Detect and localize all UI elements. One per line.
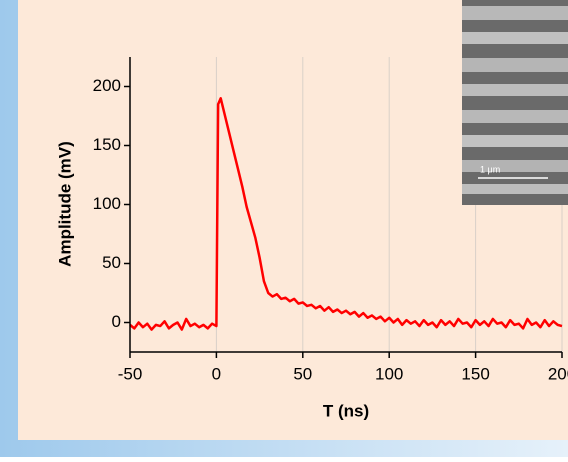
x-tick-label: 100 — [375, 364, 403, 383]
y-axis-title: Amplitude (mV) — [55, 141, 74, 267]
x-tick-label: 0 — [212, 364, 221, 383]
x-tick-label: -50 — [118, 364, 143, 383]
y-tick-label: 200 — [93, 76, 121, 95]
y-tick-label: 150 — [93, 135, 121, 154]
inset-scale-label: 1 μm — [480, 164, 500, 174]
signal-line — [129, 97, 563, 331]
y-tick-label: 0 — [112, 312, 121, 331]
x-axis-title: T (ns) — [323, 401, 369, 420]
x-tick-label: 200 — [548, 364, 568, 383]
x-tick-label: 50 — [293, 364, 312, 383]
y-tick-label: 100 — [93, 194, 121, 213]
y-tick-label: 50 — [102, 253, 121, 272]
x-tick-label: 150 — [461, 364, 489, 383]
inset-image: 1 μm — [462, 0, 568, 205]
